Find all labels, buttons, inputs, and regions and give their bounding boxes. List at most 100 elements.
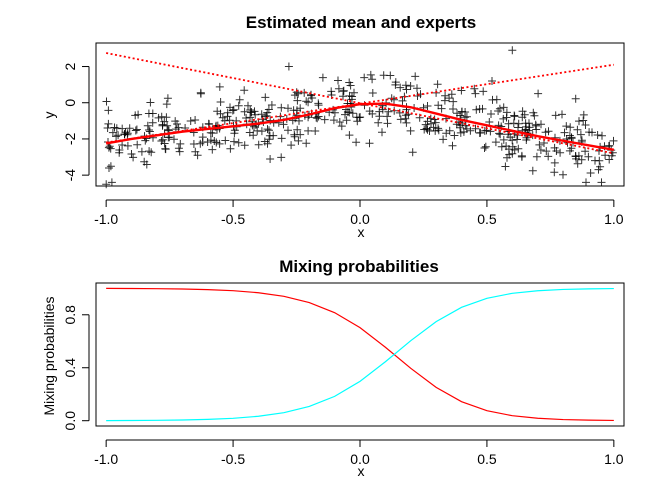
scatter-point (411, 72, 420, 81)
scatter-point (429, 123, 438, 132)
scatter-point (348, 92, 356, 101)
panel2-y-axis-label: Mixing probabilities (41, 296, 57, 415)
scatter-point (133, 140, 142, 149)
scatter-point (304, 126, 313, 135)
scatter-point (145, 147, 154, 156)
scatter-point (550, 158, 559, 167)
scatter-point (314, 101, 323, 110)
scatter-point (213, 107, 222, 116)
scatter-point (402, 118, 411, 127)
scatter-point (448, 141, 457, 150)
panel-estimated-mean: Estimated mean and experts -1.0 -0.5 0.0 0.… (41, 13, 625, 240)
scatter-point (497, 142, 506, 151)
scatter-point (350, 88, 358, 97)
scatter-point (267, 101, 276, 109)
scatter-point (162, 100, 171, 109)
scatter-point (517, 152, 526, 161)
scatter-point (123, 141, 132, 150)
scatter-point (294, 136, 303, 145)
scatter-point (586, 169, 595, 177)
scatter-point (348, 109, 357, 118)
scatter-point (161, 144, 170, 153)
scatter-point (232, 116, 241, 125)
scatter-point (475, 129, 484, 137)
scatter-point (254, 140, 263, 149)
scatter-point (383, 119, 392, 128)
scatter-point (544, 152, 553, 161)
scatter-point (284, 62, 293, 71)
scatter-point (459, 127, 468, 136)
scatter-point (320, 115, 329, 124)
panel2-x-tick-label: 0.5 (477, 451, 497, 467)
scatter-point (107, 178, 116, 187)
scatter-point (532, 125, 541, 134)
scatter-point (503, 153, 511, 162)
scatter-point (488, 77, 496, 85)
scatter-point (565, 146, 574, 155)
scatter-point (431, 118, 440, 127)
scatter-point (471, 124, 480, 133)
scatter-point (581, 147, 590, 156)
scatter-point (556, 148, 565, 157)
scatter-point (226, 144, 235, 153)
scatter-point (221, 136, 230, 145)
scatter-point (449, 105, 457, 113)
scatter-point (105, 164, 113, 172)
scatter-point (423, 117, 432, 126)
scatter-point (605, 155, 614, 164)
scatter-point (401, 114, 410, 123)
scatter-point (423, 102, 432, 110)
scatter-point (432, 88, 441, 97)
scatter-point (383, 112, 392, 121)
panel2-x-axis-label: x (358, 463, 365, 479)
scatter-point (208, 129, 217, 138)
scatter-point (240, 141, 249, 150)
scatter-point (311, 127, 320, 135)
scatter-point (175, 147, 184, 156)
scatter-point (513, 135, 521, 144)
scatter-point (114, 131, 123, 140)
scatter-point (434, 126, 443, 135)
scatter-point (196, 88, 205, 97)
panel1-title: Estimated mean and experts (246, 13, 477, 32)
scatter-point (246, 106, 255, 114)
scatter-point (145, 127, 154, 136)
scatter-point (345, 108, 354, 117)
scatter-point (210, 137, 219, 145)
scatter-point (265, 131, 274, 140)
panel2-y-tick-label: 0.4 (62, 358, 78, 378)
scatter-point (559, 170, 567, 179)
scatter-point (487, 110, 495, 118)
scatter-point (374, 118, 383, 127)
scatter-point (576, 130, 585, 139)
scatter-point (406, 126, 415, 135)
scatter-point (458, 107, 466, 116)
scatter-point (223, 112, 232, 121)
scatter-point (396, 83, 405, 92)
scatter-point (582, 178, 590, 187)
scatter-point (191, 116, 200, 124)
scatter-point (334, 76, 342, 85)
scatter-point (579, 116, 588, 125)
scatter-point (266, 155, 275, 163)
scatter-point (535, 140, 544, 149)
scatter-point (365, 139, 374, 148)
scatter-point (284, 104, 292, 113)
scatter-point (277, 134, 286, 143)
panel2-x-tick-label: 0.0 (350, 451, 370, 467)
scatter-point (565, 131, 574, 140)
scatter-point (170, 135, 178, 144)
scatter-point (356, 113, 365, 122)
panel2-y-axis: 0.0 0.4 0.8 (62, 305, 90, 430)
scatter-point (145, 126, 153, 134)
scatter-point (566, 123, 575, 132)
scatter-point (609, 136, 618, 145)
scatter-point (225, 116, 234, 125)
scatter-point (339, 86, 348, 95)
scatter-point (293, 125, 302, 134)
series-line-estimated-mean (105, 102, 615, 151)
scatter-point (481, 142, 490, 151)
scatter-point (581, 121, 590, 129)
scatter-point (302, 139, 311, 148)
